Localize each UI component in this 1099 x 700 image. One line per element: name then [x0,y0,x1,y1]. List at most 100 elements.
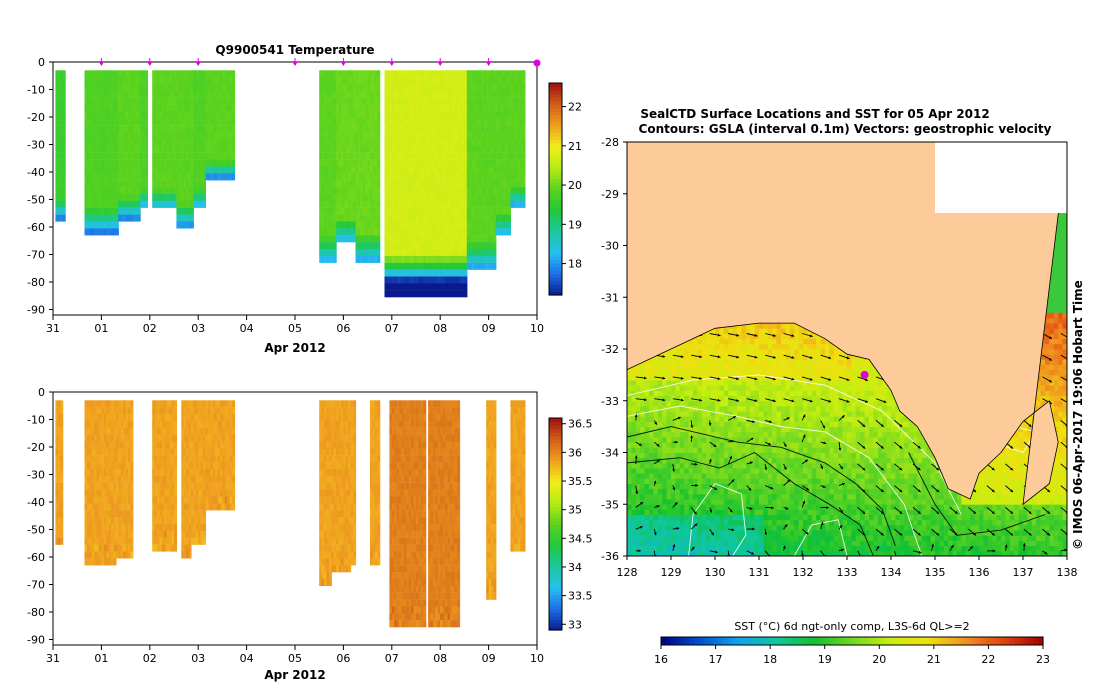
profile-cell [418,139,422,146]
profile-cell [220,97,223,105]
profile-cell [423,249,427,256]
profile-cell [418,276,422,284]
profile-cell [360,152,364,160]
profile-cell [442,207,446,215]
profile-cell [111,407,115,415]
profile-cell [437,139,441,146]
profile-cell [123,132,127,140]
profile-cell [169,194,173,201]
profile-cell [222,70,226,78]
profile-cell [476,125,480,133]
profile-cell [495,194,499,201]
profile-cell [328,249,332,256]
profile-cell [430,118,434,126]
profile-cell [193,180,197,188]
profile-cell [176,77,180,85]
profile-cell [440,70,444,78]
profile-cell [445,139,448,146]
profile-cell [200,180,204,188]
profile-cell [432,194,436,201]
profile-cell [115,489,119,497]
profile-cell [406,200,410,208]
profile-cell [432,77,436,85]
profile-cell [336,207,340,215]
profile-cell [86,104,90,112]
profile-cell [113,77,117,85]
profile-cell [452,132,456,140]
profile-cell [423,242,427,250]
profile-cell [500,145,504,153]
profile-cell [345,207,349,215]
profile-cell [428,249,432,256]
profile-cell [154,537,158,545]
profile-cell [91,414,95,421]
profile-cell [195,166,199,174]
profile-cell [425,111,429,119]
profile-cell [425,145,429,153]
profile-cell [357,255,361,263]
profile-cell [387,70,390,78]
profile-cell [464,166,468,174]
profile-cell [319,255,323,263]
profile-cell [408,200,412,208]
profile-cell [86,111,90,119]
profile-cell [498,214,502,222]
profile-cell [215,496,219,504]
profile-cell [365,228,369,236]
profile-cell [454,262,458,270]
profile-cell [115,194,119,201]
profile-cell [210,448,214,456]
profile-cell [101,70,105,78]
profile-cell [367,194,371,201]
profile-cell [203,524,206,531]
profile-cell [365,139,369,146]
profile-cell [198,510,202,518]
profile-cell [84,97,88,105]
profile-cell [188,145,192,153]
profile-cell [430,290,434,298]
profile-cell [396,221,400,229]
profile-cell [457,187,461,195]
profile-cell [466,173,470,181]
profile-cell [60,125,64,133]
profile-cell [123,125,127,133]
profile-cell [207,503,211,511]
profile-cell [210,97,214,105]
profile-cell [420,90,424,98]
profile-cell [111,173,115,181]
profile-cell [437,180,441,188]
profile-cell [420,269,424,277]
profile-cell [91,462,95,470]
colorbar-swatch [549,178,562,183]
profile-cell [413,276,417,284]
profile-cell [108,187,112,195]
profile-cell [113,420,117,428]
profile-cell [396,97,400,105]
profile-cell [89,139,93,146]
profile-cell [99,400,102,408]
profile-cell [447,118,451,126]
profile-cell [449,290,453,298]
colorbar-swatch [549,171,562,176]
profile-cell [326,235,330,243]
profile-cell [466,118,470,126]
profile-cell [399,173,403,181]
profile-cell [423,290,427,298]
profile-cell [215,111,219,119]
profile-cell [389,145,393,153]
profile-cell [84,551,88,559]
profile-cell [512,194,516,201]
profile-cell [142,84,146,91]
profile-cell [205,489,209,497]
profile-cell [471,173,475,181]
profile-cell [464,194,468,201]
profile-cell [96,420,100,428]
profile-cell [154,118,158,126]
profile-cell [328,242,332,250]
profile-cell [459,132,463,140]
profile-cell [483,173,487,181]
profile-cell [178,166,182,174]
profile-cell [57,407,61,415]
profile-cell [408,242,412,250]
profile-cell [394,173,398,181]
